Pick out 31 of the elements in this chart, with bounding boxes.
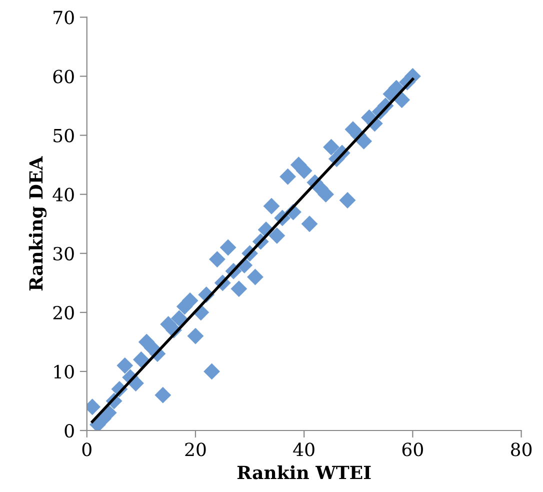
x-tick-label: 0 — [82, 442, 92, 456]
y-tick-label: 30 — [53, 246, 74, 260]
point — [220, 239, 236, 256]
point — [230, 280, 248, 298]
point — [280, 168, 296, 185]
y-tick-label: 60 — [53, 70, 74, 84]
point — [208, 251, 226, 268]
point — [204, 363, 220, 380]
point — [339, 192, 356, 208]
point — [323, 138, 340, 156]
x-tick-label: 60 — [402, 442, 423, 456]
y-tick-label: 40 — [52, 188, 74, 202]
point — [170, 310, 188, 327]
y-tick-label: 20 — [53, 306, 74, 320]
x-tick-label: 80 — [511, 442, 532, 456]
x-tick-label: 20 — [185, 442, 206, 456]
point — [268, 227, 286, 244]
y-tick-label: 0 — [64, 424, 74, 438]
y-tick-label: 10 — [54, 364, 74, 379]
x-axis-title: Rankin WTEI — [237, 465, 371, 480]
point — [263, 198, 280, 214]
point — [187, 328, 204, 344]
y-tick-label: 50 — [54, 128, 74, 142]
point — [246, 268, 264, 286]
point — [132, 351, 150, 368]
point — [154, 386, 172, 404]
y-axis-title: Ranking DEA — [28, 156, 47, 291]
point — [301, 216, 318, 232]
x-tick-label: 40 — [293, 442, 314, 456]
y-tick-label: 70 — [54, 10, 74, 24]
point — [116, 357, 134, 374]
